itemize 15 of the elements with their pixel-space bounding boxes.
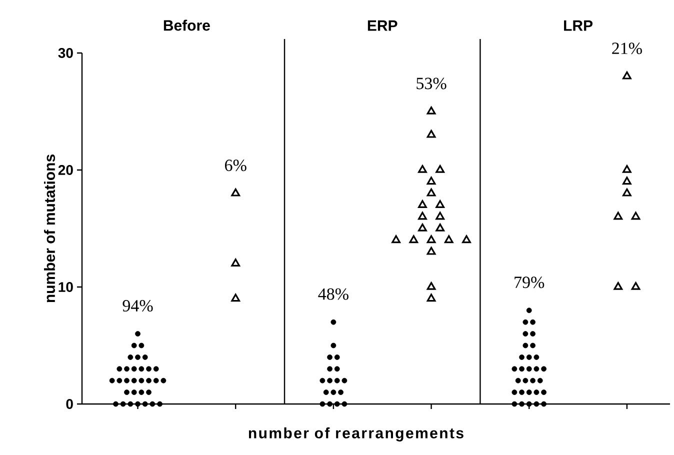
annotation: 48% (318, 288, 348, 300)
y-tick-label: 30 (58, 48, 73, 58)
annotation: 6% (225, 160, 246, 172)
text: LRP (564, 20, 593, 31)
y-tick-label: 0 (66, 399, 73, 409)
annotation: 94% (122, 300, 153, 312)
annotation: 21% (612, 42, 642, 54)
y-tick-label: 20 (58, 165, 73, 175)
x-axis-title: number of rearrangements (248, 427, 464, 442)
annotation: 53% (416, 78, 446, 90)
y-tick-label: 10 (58, 282, 73, 292)
y-axis-title: number of mutations (44, 154, 56, 302)
annotation: 79% (514, 276, 544, 288)
text: Before (164, 20, 210, 31)
text: ERP (368, 20, 398, 31)
